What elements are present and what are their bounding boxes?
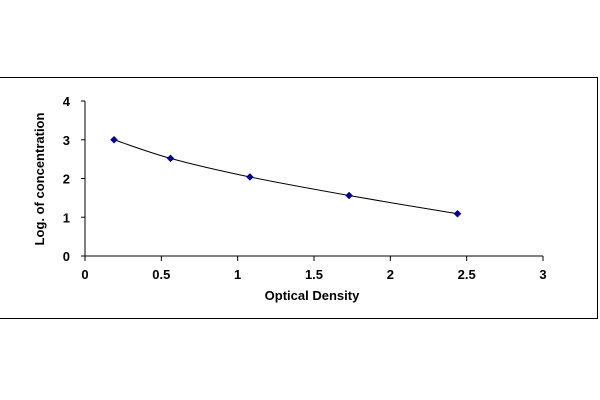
y-tick-label: 4 [63,94,71,109]
x-axis-title: Optical Density [265,288,360,303]
x-tick-label: 1 [234,267,241,282]
data-point [453,209,462,218]
x-tick-label: 2 [387,267,394,282]
y-ticks: 0 1 2 3 4 [63,94,85,264]
y-tick-label: 0 [63,249,70,264]
y-tick-label: 1 [63,210,70,225]
y-axis-title: Log. of concentration [32,113,47,246]
data-point [166,154,175,163]
x-tick-label: 1.5 [305,267,323,282]
x-tick-label: 0 [81,267,88,282]
x-tick-label: 2.5 [458,267,476,282]
x-tick-label: 0.5 [152,267,170,282]
axes [84,101,543,257]
trendline [113,139,458,215]
x-tick-label: 3 [539,267,546,282]
data-points [110,135,462,218]
data-point [110,135,118,144]
data-point [345,191,353,200]
x-ticks: 0 0.5 1 1.5 2 2.5 3 [81,256,547,282]
y-tick-label: 3 [63,133,70,148]
y-tick-label: 2 [63,172,70,187]
data-point [246,173,254,181]
chart-frame [0,77,598,319]
